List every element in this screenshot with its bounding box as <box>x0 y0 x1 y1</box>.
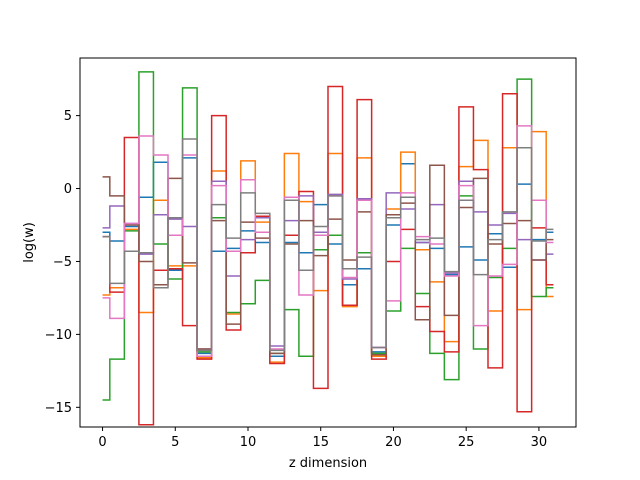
x-tick-label: 30 <box>531 435 548 450</box>
x-axis-label: z dimension <box>289 456 367 471</box>
plot-area-frame <box>79 57 577 428</box>
y-tick-label: −5 <box>53 255 72 270</box>
y-tick-label: 5 <box>64 109 72 124</box>
y-tick-label: 0 <box>64 182 72 197</box>
y-axis-label: log(w) <box>22 222 37 263</box>
x-tick-label: 20 <box>385 435 402 450</box>
x-axis-ticks: 0 5 10 15 20 25 30 <box>98 427 547 450</box>
x-tick-label: 5 <box>171 435 179 450</box>
x-tick-label: 0 <box>98 435 106 450</box>
x-tick-label: 10 <box>240 435 257 450</box>
y-tick-label: −15 <box>45 401 72 416</box>
series-line-6 <box>102 164 554 356</box>
series-line-8 <box>102 138 554 352</box>
y-tick-label: −10 <box>45 328 72 343</box>
y-axis-ticks: −15 −10 −5 0 5 <box>45 109 80 416</box>
x-tick-label: 25 <box>458 435 475 450</box>
series-layer <box>102 71 554 426</box>
x-tick-label: 15 <box>312 435 329 450</box>
